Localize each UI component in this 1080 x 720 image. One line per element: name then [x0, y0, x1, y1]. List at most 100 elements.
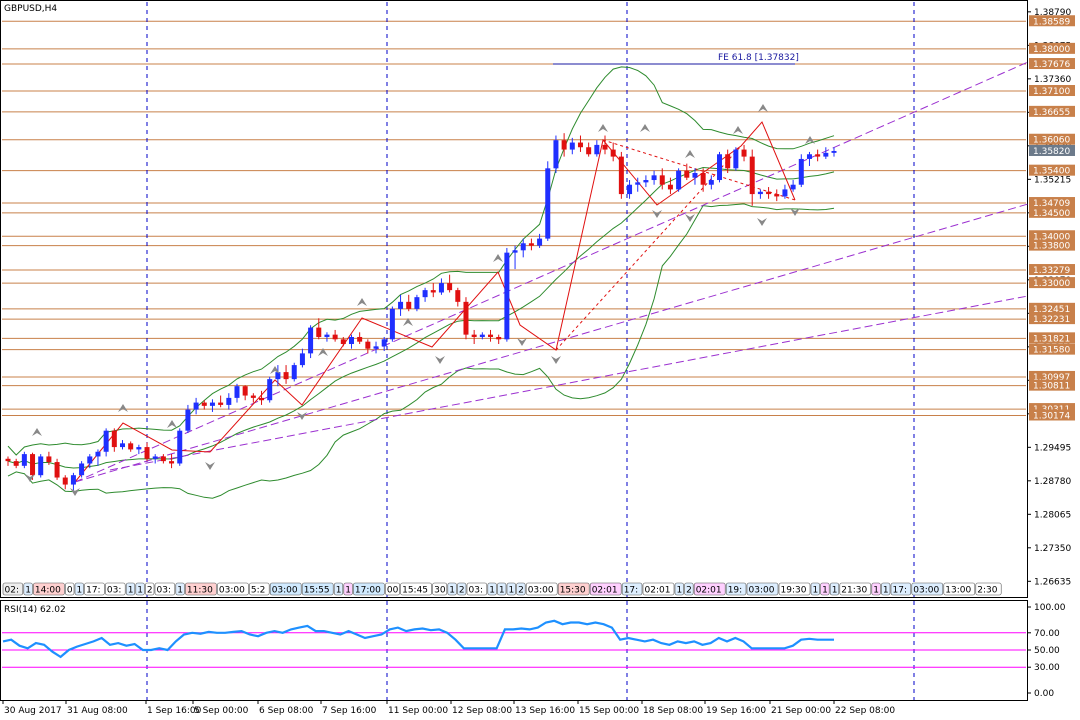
zigzag-projection-line — [555, 145, 742, 351]
session-tag-text: 15:30 — [560, 586, 586, 596]
candle-body — [5, 458, 11, 462]
candle-body — [193, 402, 199, 410]
session-tag-text: 15:45 — [402, 586, 428, 596]
candle-body — [201, 402, 207, 406]
session-tag-text: 1 — [336, 586, 342, 596]
level-price-box — [1029, 230, 1075, 242]
candle-body — [226, 397, 232, 405]
candle-body — [520, 243, 526, 251]
candle-body — [46, 456, 52, 463]
candle-body — [610, 149, 616, 157]
candle-body — [602, 144, 608, 150]
session-tag-text: 02:01 — [645, 586, 671, 596]
session-tag-text: 19: — [728, 586, 742, 596]
session-tag-box — [642, 582, 675, 596]
session-tag-box — [466, 582, 488, 596]
session-tag-text: 13:00 — [945, 586, 971, 596]
level-price-label: 1.33800 — [1033, 242, 1070, 252]
time-axis-label: 7 Sep 16:00 — [322, 706, 377, 716]
fractal-up-arrow-icon — [118, 404, 128, 412]
price-axis-label: 1.28065 — [1034, 510, 1071, 520]
candle-body — [38, 456, 44, 476]
fractal-up-arrow-icon — [640, 124, 650, 132]
session-tag-box — [674, 582, 684, 596]
fractal-up-arrow-icon — [685, 150, 695, 158]
level-price-box — [1029, 133, 1075, 145]
candle-body — [447, 283, 453, 291]
session-tag-text: 1 — [677, 586, 683, 596]
fractal-down-arrow-icon — [70, 488, 80, 496]
session-tag-box — [693, 582, 726, 596]
level-price-label: 1.34000 — [1033, 232, 1070, 242]
time-axis-label: 12 Sep 08:00 — [452, 706, 512, 716]
level-price-box — [1029, 302, 1075, 314]
candle-body — [111, 430, 117, 448]
level-price-box — [1029, 264, 1075, 276]
fractal-down-arrow-icon — [685, 214, 695, 222]
session-tag-text: 17: — [624, 586, 638, 596]
fractal-down-arrow-icon — [551, 356, 561, 364]
fractal-down-arrow-icon — [652, 210, 662, 218]
candle-body — [684, 170, 690, 178]
session-tag-text: 1 — [832, 586, 838, 596]
level-price-box — [1029, 197, 1075, 209]
session-tag-text: 17: — [893, 586, 907, 596]
fractal-up-arrow-icon — [32, 428, 42, 436]
rsi-axis-label: 50.00 — [1034, 646, 1060, 656]
session-tag-text: 14:00 — [35, 586, 61, 596]
candle-body — [234, 386, 240, 398]
candle-body — [381, 339, 387, 347]
candle-body — [365, 341, 371, 349]
level-price-label: 1.31821 — [1033, 334, 1070, 344]
session-tag-box — [810, 582, 820, 596]
session-tag-box — [557, 582, 590, 596]
session-tag-text: 03:00 — [272, 586, 298, 596]
session-tag-text: 1 — [177, 586, 183, 596]
trend-line — [74, 203, 1029, 483]
fractal-down-arrow-icon — [517, 338, 527, 346]
session-tag-box — [145, 582, 155, 596]
session-tag-text: 1 — [25, 586, 31, 596]
time-axis-label: 30 Aug 2017 — [4, 706, 62, 716]
candle-body — [643, 180, 649, 183]
session-tag-text: 1 — [345, 586, 351, 596]
session-tag-text: 17:00 — [355, 586, 381, 596]
candle-body — [136, 447, 142, 450]
fractal-down-arrow-icon — [205, 462, 215, 470]
trend-line — [109, 295, 1029, 471]
session-tag-box — [125, 582, 136, 596]
level-price-box — [1029, 403, 1075, 415]
time-axis-label: 31 Aug 08:00 — [67, 706, 128, 716]
session-tag-text: 1 — [873, 586, 879, 596]
fractal-up-arrow-icon — [805, 136, 815, 144]
time-axis-label: 5 Sep 00:00 — [194, 706, 249, 716]
session-tag-text: 17: — [86, 586, 100, 596]
session-tag-box — [516, 582, 526, 596]
session-tag-text: 2:30 — [977, 586, 997, 596]
candle-body — [406, 301, 412, 309]
candle-body — [169, 461, 175, 464]
session-tag-box — [249, 582, 270, 596]
level-price-label: 1.36655 — [1033, 108, 1070, 118]
session-tag-box — [185, 582, 217, 596]
session-tag-box — [820, 582, 830, 596]
candle-body — [275, 372, 281, 380]
fractal-up-arrow-icon — [270, 366, 280, 374]
candle-body — [324, 334, 330, 337]
session-tag-box — [400, 582, 432, 596]
candle-body — [373, 346, 379, 349]
fractal-down-arrow-icon — [25, 474, 35, 482]
candle-body — [586, 147, 592, 155]
session-tag-box — [525, 582, 558, 596]
candle-body — [512, 250, 518, 253]
candle-body — [62, 477, 68, 485]
candle-body — [422, 290, 428, 298]
candle-body — [766, 191, 772, 195]
candle-body — [504, 252, 510, 340]
candle-body — [798, 158, 804, 185]
candle-body — [316, 327, 322, 337]
candle-body — [267, 379, 273, 401]
price-axis-label: 1.35215 — [1034, 175, 1071, 185]
session-tag-text: 1 — [509, 586, 515, 596]
